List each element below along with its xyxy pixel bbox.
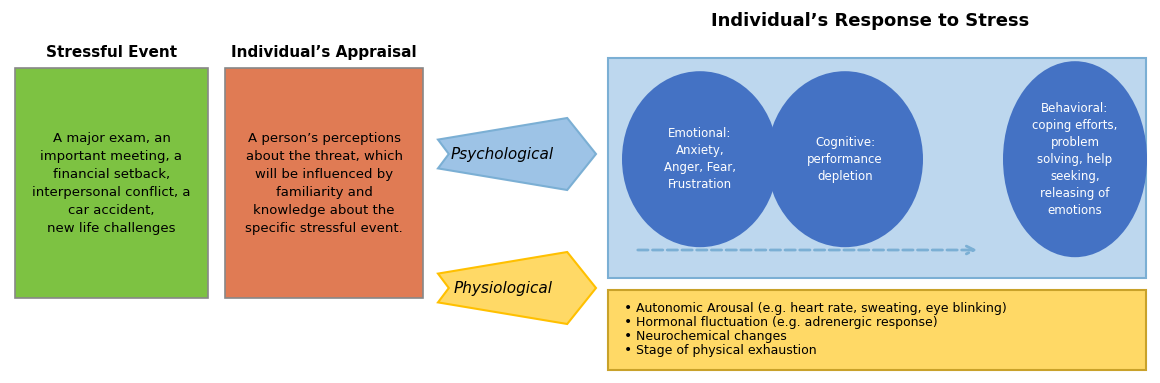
FancyBboxPatch shape [608, 58, 1146, 278]
Text: A major exam, an
important meeting, a
financial setback,
interpersonal conflict,: A major exam, an important meeting, a fi… [32, 131, 190, 234]
Text: Stage of physical exhaustion: Stage of physical exhaustion [636, 344, 817, 357]
Text: Stressful Event: Stressful Event [46, 45, 177, 60]
Text: •: • [624, 315, 632, 329]
Polygon shape [438, 118, 596, 190]
Text: Hormonal fluctuation (e.g. adrenergic response): Hormonal fluctuation (e.g. adrenergic re… [636, 316, 937, 329]
Text: •: • [624, 301, 632, 315]
Text: Cognitive:
performance
depletion: Cognitive: performance depletion [807, 136, 883, 183]
FancyBboxPatch shape [225, 68, 423, 298]
Text: •: • [624, 329, 632, 343]
Text: Physiological: Physiological [454, 280, 552, 296]
FancyBboxPatch shape [15, 68, 208, 298]
Text: Behavioral:
coping efforts,
problem
solving, help
seeking,
releasing of
emotions: Behavioral: coping efforts, problem solv… [1032, 102, 1118, 217]
Polygon shape [438, 252, 596, 324]
Text: Neurochemical changes: Neurochemical changes [636, 330, 786, 343]
Text: Autonomic Arousal (e.g. heart rate, sweating, eye blinking): Autonomic Arousal (e.g. heart rate, swea… [636, 302, 1007, 315]
FancyBboxPatch shape [608, 290, 1146, 370]
Text: •: • [624, 343, 632, 357]
Ellipse shape [1003, 61, 1147, 257]
Text: Individual’s Response to Stress: Individual’s Response to Stress [711, 12, 1029, 30]
Ellipse shape [767, 71, 923, 247]
Text: Individual’s Appraisal: Individual’s Appraisal [231, 45, 416, 60]
Text: Psychological: Psychological [451, 147, 554, 162]
Text: A person’s perceptions
about the threat, which
will be influenced by
familiarity: A person’s perceptions about the threat,… [245, 131, 403, 234]
Ellipse shape [622, 71, 778, 247]
Text: Emotional:
Anxiety,
Anger, Fear,
Frustration: Emotional: Anxiety, Anger, Fear, Frustra… [664, 127, 735, 191]
